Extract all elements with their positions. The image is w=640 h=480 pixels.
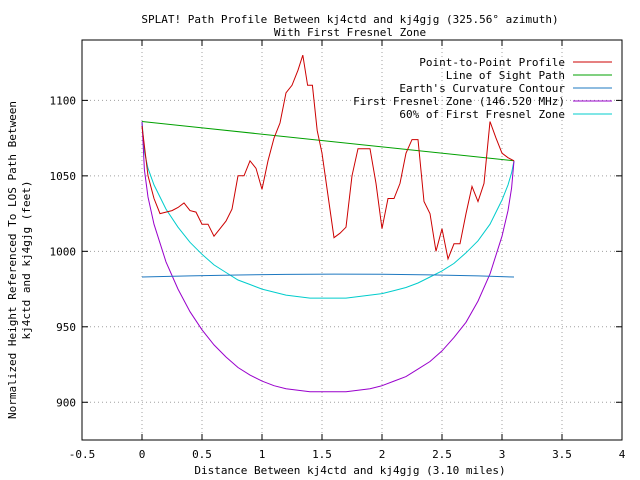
series-line-60-of-first-fresnel-zone bbox=[141, 121, 515, 299]
chart-subtitle: With First Fresnel Zone bbox=[274, 26, 426, 39]
legend-label-60-of-first-fresnel-zone: 60% of First Fresnel Zone bbox=[399, 108, 565, 121]
series-layer bbox=[141, 54, 515, 393]
x-tick-label: 2 bbox=[379, 448, 386, 461]
y-tick-label: 1050 bbox=[50, 170, 77, 183]
legend-label-first-fresnel-zone-146-520-mhz: First Fresnel Zone (146.520 MHz) bbox=[353, 95, 565, 108]
x-tick-label: -0.5 bbox=[69, 448, 96, 461]
x-tick-label: 1 bbox=[259, 448, 266, 461]
y-tick-label: 900 bbox=[56, 396, 76, 409]
legend-label-line-of-sight-path: Line of Sight Path bbox=[446, 69, 565, 82]
x-tick-label: 3 bbox=[499, 448, 506, 461]
x-tick-label: 0.5 bbox=[192, 448, 212, 461]
x-tick-label: 3.5 bbox=[552, 448, 572, 461]
chart-title: SPLAT! Path Profile Between kj4ctd and k… bbox=[141, 13, 558, 26]
legend-label-point-to-point-profile: Point-to-Point Profile bbox=[419, 56, 565, 69]
series-line-line-of-sight-path bbox=[141, 121, 515, 162]
series-line-point-to-point-profile bbox=[141, 54, 515, 261]
series-line-first-fresnel-zone-146-520-mhz bbox=[141, 121, 515, 393]
x-tick-label: 2.5 bbox=[432, 448, 452, 461]
grid bbox=[82, 40, 622, 440]
plot-frame bbox=[81, 39, 623, 441]
y-tick-label: 1100 bbox=[50, 94, 77, 107]
x-tick-label: 1.5 bbox=[312, 448, 332, 461]
x-tick-label: 4 bbox=[619, 448, 626, 461]
x-tick-label: 0 bbox=[139, 448, 146, 461]
x-ticks: -0.5 0 0.5 1 1.5 2 2.5 3 3.5 4 bbox=[69, 40, 626, 461]
y-axis-label-line1: Normalized Height Referenced To LOS Path… bbox=[6, 101, 19, 419]
y-ticks: 900 950 1000 1050 1100 bbox=[50, 94, 622, 409]
y-tick-label: 950 bbox=[56, 321, 76, 334]
y-tick-label: 1000 bbox=[50, 245, 77, 258]
y-axis-label-line2: kj4ctd and kj4gjg (feet) bbox=[20, 181, 33, 340]
legend-label-earth-s-curvature-contour: Earth's Curvature Contour bbox=[399, 82, 565, 95]
x-axis-label: Distance Between kj4ctd and kj4gjg (3.10… bbox=[194, 464, 505, 477]
series-line-earth-s-curvature-contour bbox=[141, 273, 515, 278]
